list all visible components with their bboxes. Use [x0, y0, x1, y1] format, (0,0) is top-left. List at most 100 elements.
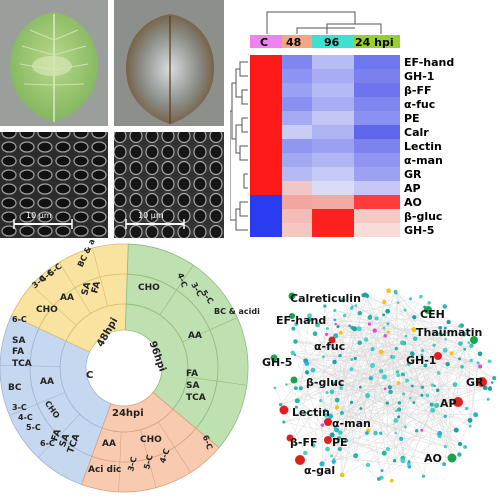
network-node [382, 313, 385, 316]
row-label-ef-hand: EF-hand [404, 56, 454, 69]
row-label-gr: GR [404, 168, 422, 181]
96-ring2-cho: CHO [138, 283, 160, 293]
cell-48-r12 [282, 209, 312, 223]
96-ring2-aa: AA [188, 331, 202, 341]
row-label-a-man: α-man [404, 154, 443, 167]
cell-96-r1 [312, 55, 354, 69]
network-node [401, 373, 405, 377]
network-node [465, 407, 468, 410]
cell-c-block-red [250, 55, 282, 195]
network-node [365, 393, 370, 398]
network-node [469, 344, 473, 348]
label-ef-hand: EF-hand [276, 314, 326, 327]
heatmap-panel: C 48 96 24 hpi [230, 0, 500, 246]
network-node [291, 351, 295, 355]
network-node [335, 398, 340, 403]
network-node [470, 359, 473, 362]
label-gr: GR [466, 376, 484, 389]
cell-96-r9 [312, 167, 354, 181]
24-ring2-aa: AA [102, 439, 116, 449]
label-ao: AO [424, 452, 442, 465]
network-node [385, 309, 390, 314]
network-node [368, 315, 373, 320]
photo-panel: 10 μm 10 μm [0, 0, 228, 240]
cell-48-r11 [282, 195, 312, 209]
network-node [335, 405, 339, 409]
network-node [384, 387, 387, 390]
column-label-24hpi: 24 hpi [355, 36, 394, 49]
network-node [430, 408, 435, 413]
row-dendrogram [230, 62, 248, 230]
network-node [332, 360, 336, 364]
c-ring2-sa: SA [12, 336, 25, 346]
network-node [395, 432, 397, 434]
network-node [436, 388, 440, 392]
healthy-leaf-photo [0, 0, 108, 126]
network-node [434, 403, 439, 408]
network-node [404, 309, 407, 312]
cell-c-block-blue [250, 195, 282, 237]
cell-96-r4 [312, 97, 354, 111]
network-node [359, 386, 362, 389]
network-node [447, 320, 451, 324]
network-node [437, 431, 442, 436]
sector-label-24hpi: 24hpi [112, 408, 144, 419]
network-node [387, 330, 390, 333]
row-label-ao: AO [404, 196, 422, 209]
network-node [338, 430, 343, 435]
row-label-b-ff: β-FF [404, 84, 431, 97]
network-node [487, 398, 490, 401]
network-node [477, 361, 480, 364]
network-node [325, 333, 328, 336]
network-node [400, 458, 405, 463]
network-panel: Calreticulin EF-hand CEH Thaumatin α-fuc… [262, 282, 500, 492]
label-lectin: Lectin [292, 406, 330, 419]
network-edge [342, 354, 480, 475]
label-ceh: CEH [420, 308, 445, 321]
network-node [353, 453, 358, 458]
network-node [388, 385, 392, 389]
48-ring3-6c: 6-C [12, 315, 27, 324]
network-node [330, 389, 335, 394]
network-node [457, 452, 461, 456]
cell-24-r5 [354, 111, 400, 125]
sem-image-right: 10 μm [114, 132, 224, 238]
network-node [395, 347, 398, 350]
48-ring2-cho: CHO [36, 305, 58, 315]
cell-24-r7 [354, 139, 400, 153]
node-b-gluc [291, 377, 298, 384]
network-node [402, 393, 405, 396]
network-node [381, 469, 384, 472]
row-label-ap: AP [404, 182, 421, 195]
row-label-calr: Calr [404, 126, 429, 139]
network-node [458, 358, 461, 361]
network-node [357, 326, 362, 331]
row-label-a-fuc: α-fuc [404, 98, 435, 111]
cell-24-r1 [354, 55, 400, 69]
network-node [397, 407, 401, 411]
network-node [408, 460, 411, 463]
label-ap: AP [440, 397, 457, 410]
96-ring2-fa: FA [186, 369, 198, 379]
c-ring2-tca: TCA [12, 359, 32, 369]
cell-96-r7 [312, 139, 354, 153]
label-gh5: GH-5 [262, 356, 292, 369]
network-node [382, 300, 386, 304]
network-node [334, 323, 337, 326]
network-node [395, 410, 398, 413]
network-node [310, 368, 315, 373]
row-label-gh-5: GH-5 [404, 224, 434, 237]
network-node [488, 387, 492, 391]
network-node [303, 451, 308, 456]
network-node [274, 387, 277, 390]
network-node [444, 445, 447, 448]
network-node [394, 290, 398, 294]
label-pe: PE [332, 436, 348, 449]
network-node [426, 394, 430, 398]
network-node [398, 401, 401, 404]
network-node [430, 403, 434, 407]
network-node [359, 407, 362, 410]
label-thaumatin: Thaumatin [416, 326, 482, 339]
network-node [411, 385, 414, 388]
cell-48-r9 [282, 167, 312, 181]
